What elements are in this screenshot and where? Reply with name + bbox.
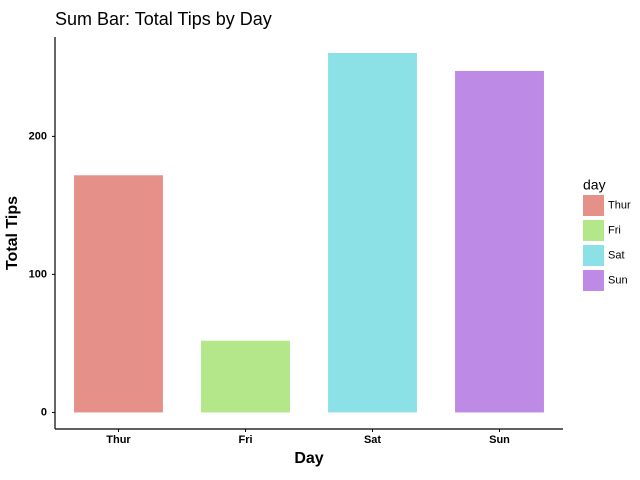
plot-area: 0 100 200 Thur Fri Sat Sun	[29, 37, 563, 446]
y-axis-title: Total Tips	[4, 196, 21, 270]
x-axis-ticks: Thur Fri Sat Sun	[106, 429, 510, 446]
legend-key-sat	[583, 245, 604, 266]
x-tick-label-fri: Fri	[238, 434, 252, 446]
y-tick-label-100: 100	[29, 268, 47, 280]
y-axis-ticks: 0 100 200	[29, 130, 55, 418]
legend-key-sun	[583, 270, 604, 291]
bar-sat	[328, 53, 417, 413]
legend-title: day	[583, 177, 606, 193]
legend: day Thur Fri Sat Sun	[583, 177, 631, 291]
bar-fri	[201, 340, 290, 413]
legend-label-sat: Sat	[608, 249, 625, 261]
legend-key-thur	[583, 195, 604, 216]
legend-label-thur: Thur	[608, 199, 631, 211]
x-tick-label-sun: Sun	[489, 434, 510, 446]
legend-label-fri: Fri	[608, 224, 621, 236]
y-tick-label-0: 0	[41, 406, 47, 418]
chart-title: Sum Bar: Total Tips by Day	[55, 9, 272, 29]
legend-label-sun: Sun	[608, 274, 628, 286]
x-tick-label-thur: Thur	[106, 434, 131, 446]
x-tick-label-sat: Sat	[364, 434, 381, 446]
bar-thur	[74, 175, 163, 413]
legend-key-fri	[583, 220, 604, 241]
legend-entries: Thur Fri Sat Sun	[583, 195, 631, 291]
bars	[74, 53, 544, 413]
x-axis-title: Day	[294, 450, 323, 467]
bar-sun	[455, 70, 544, 413]
y-tick-label-200: 200	[29, 130, 47, 142]
